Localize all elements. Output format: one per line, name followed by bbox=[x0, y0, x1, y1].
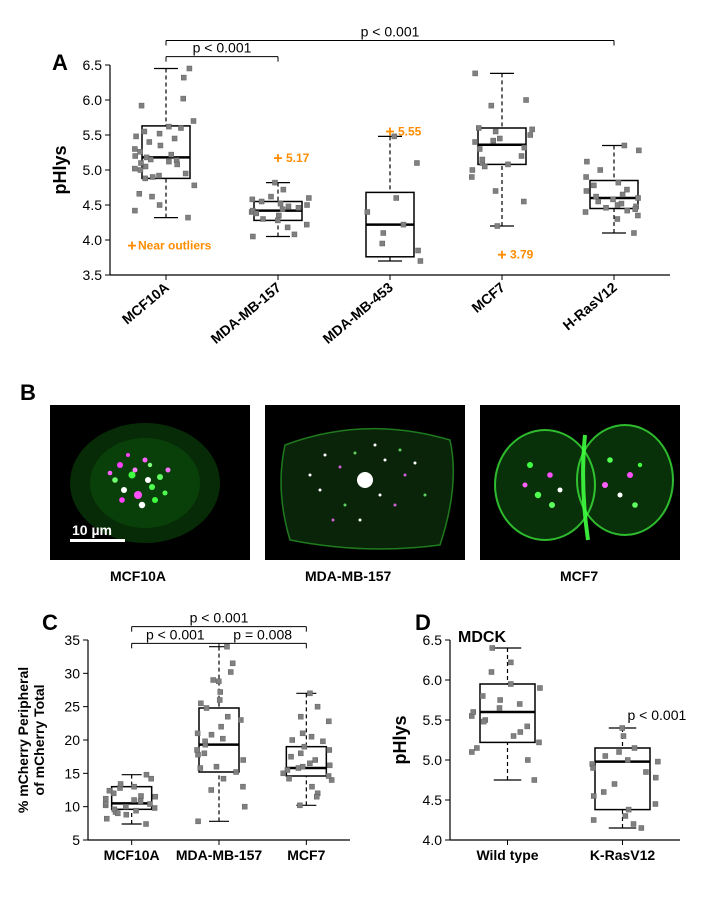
svg-text:4.5: 4.5 bbox=[83, 197, 103, 213]
svg-text:5.5: 5.5 bbox=[83, 127, 103, 143]
svg-text:MCF10A: MCF10A bbox=[104, 847, 160, 863]
svg-text:MCF7: MCF7 bbox=[287, 847, 325, 863]
svg-text:35: 35 bbox=[64, 632, 80, 648]
svg-text:p < 0.001: p < 0.001 bbox=[361, 24, 420, 40]
svg-text:pHlys: pHlys bbox=[390, 715, 410, 764]
svg-text:6.0: 6.0 bbox=[83, 92, 103, 108]
svg-text:MDCK: MDCK bbox=[458, 629, 506, 646]
svg-text:MCF7: MCF7 bbox=[468, 279, 508, 316]
svg-text:4.0: 4.0 bbox=[83, 232, 103, 248]
svg-text:5.5: 5.5 bbox=[423, 712, 443, 728]
svg-text:20: 20 bbox=[64, 732, 80, 748]
svg-text:MDA-MB-157: MDA-MB-157 bbox=[208, 279, 285, 347]
caption-mcf7: MCF7 bbox=[560, 568, 598, 584]
svg-text:of mCherry Total: of mCherry Total bbox=[31, 685, 47, 796]
svg-text:p = 0.008: p = 0.008 bbox=[233, 626, 292, 642]
svg-text:10: 10 bbox=[64, 799, 80, 815]
caption-mcf10a: MCF10A bbox=[110, 568, 166, 584]
svg-text:25: 25 bbox=[64, 699, 80, 715]
svg-text:H-RasV12: H-RasV12 bbox=[560, 279, 621, 333]
scalebar-label: 10 µm bbox=[72, 522, 112, 538]
cell-image-3 bbox=[480, 405, 680, 560]
svg-text:Near outliers: Near outliers bbox=[138, 239, 212, 253]
svg-text:p < 0.001: p < 0.001 bbox=[146, 626, 205, 642]
svg-text:% mCherry Peripheral: % mCherry Peripheral bbox=[15, 667, 31, 813]
panel-c-chart: 5 10 15 20 25 30 35 % mCherry Peripheralof mChe… bbox=[10, 600, 370, 890]
svg-text:K-RasV12: K-RasV12 bbox=[590, 847, 656, 863]
svg-text:6.5: 6.5 bbox=[83, 57, 103, 73]
panel-a-chart: 3.5 4.0 4.5 5.0 5.5 6.0 6.5 pHlys MCF10A MDA-MB-1… bbox=[50, 10, 690, 350]
svg-text:p < 0.001: p < 0.001 bbox=[190, 610, 249, 626]
svg-text:6.0: 6.0 bbox=[423, 672, 443, 688]
image-mcf10a: 10 µm bbox=[50, 405, 250, 560]
cell-image-2 bbox=[265, 405, 465, 560]
svg-text:Wild type: Wild type bbox=[476, 847, 538, 863]
svg-text:5.17: 5.17 bbox=[286, 151, 310, 165]
panel-b-label: B bbox=[20, 380, 36, 406]
svg-text:MCF10A: MCF10A bbox=[119, 279, 172, 327]
svg-text:5: 5 bbox=[72, 832, 80, 848]
image-mcf7 bbox=[480, 405, 680, 560]
svg-text:3.79: 3.79 bbox=[510, 248, 534, 262]
svg-text:MDA-MB-453: MDA-MB-453 bbox=[320, 279, 397, 347]
svg-text:4.5: 4.5 bbox=[423, 792, 443, 808]
svg-text:p < 0.001: p < 0.001 bbox=[193, 40, 252, 56]
svg-text:p < 0.001: p < 0.001 bbox=[628, 707, 687, 723]
scalebar bbox=[70, 539, 125, 542]
svg-text:6.5: 6.5 bbox=[423, 632, 443, 648]
panel-d-chart: 4.0 4.5 5.0 5.5 6.0 6.5 pHlys Wild type K-RasV12… bbox=[380, 600, 700, 890]
svg-text:5.55: 5.55 bbox=[398, 125, 422, 139]
figure-container: A 3.54.04.55.05.56.06.5pHlysMCF10AMDA-MB… bbox=[10, 10, 702, 893]
svg-text:30: 30 bbox=[64, 665, 80, 681]
svg-text:4.0: 4.0 bbox=[423, 832, 443, 848]
svg-text:3.5: 3.5 bbox=[83, 267, 103, 283]
svg-text:5.0: 5.0 bbox=[423, 752, 443, 768]
svg-text:15: 15 bbox=[64, 765, 80, 781]
svg-text:MDA-MB-157: MDA-MB-157 bbox=[176, 847, 263, 863]
caption-mdamb157: MDA-MB-157 bbox=[305, 568, 391, 584]
svg-text:5.0: 5.0 bbox=[83, 162, 103, 178]
svg-text:pHlys: pHlys bbox=[50, 145, 70, 194]
image-mdamb157 bbox=[265, 405, 465, 560]
